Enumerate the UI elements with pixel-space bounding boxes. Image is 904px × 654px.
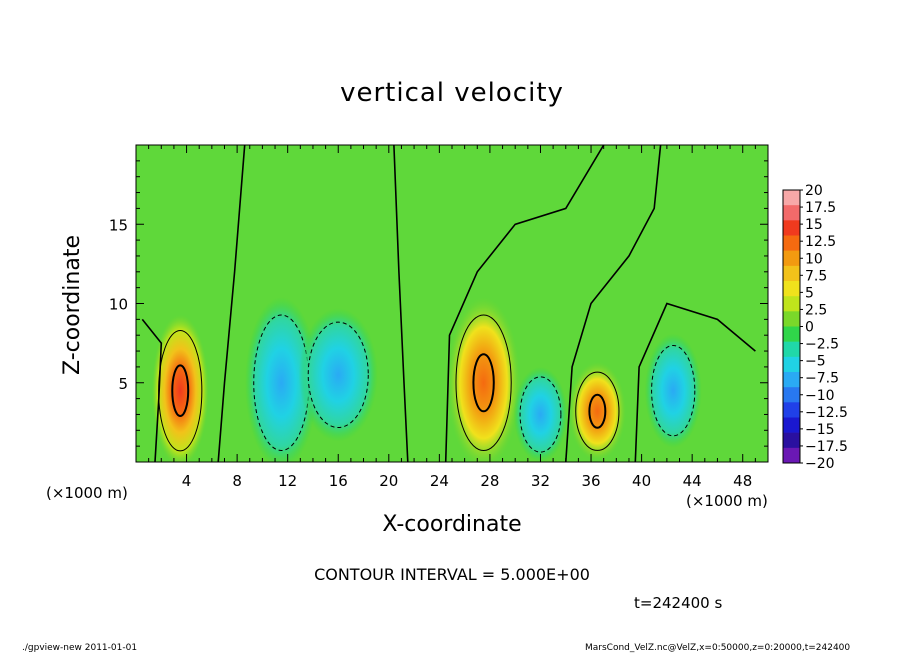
colorbar-swatch xyxy=(783,341,800,358)
colorbar-swatch xyxy=(783,447,800,464)
colorbar-label: 7.5 xyxy=(805,268,827,284)
field-layer xyxy=(136,145,768,462)
zero-contour-line xyxy=(444,145,605,462)
colorbar-label: 2.5 xyxy=(805,302,827,318)
colorbar-label: 15 xyxy=(805,217,823,233)
colorbar-swatch xyxy=(783,372,800,388)
x-tick-label: 28 xyxy=(480,472,499,490)
colorbar-label: 0 xyxy=(805,320,814,336)
colorbar-label: −5 xyxy=(805,354,826,370)
zero-contour-line xyxy=(141,318,163,462)
colorbar-swatch xyxy=(783,311,800,327)
x-tick-label: 12 xyxy=(278,472,297,490)
x-tick-label: 40 xyxy=(632,472,651,490)
colorbar-label: −20 xyxy=(805,456,835,472)
contour-interval-text: CONTOUR INTERVAL = 5.000E+00 xyxy=(314,565,590,584)
updraft-cell-3 xyxy=(447,297,520,462)
colorbar-swatch xyxy=(783,235,800,251)
x-tick-label: 20 xyxy=(379,472,398,490)
x-tick-label: 4 xyxy=(182,472,192,490)
footer-left: ./gpview-new 2011-01-01 xyxy=(22,643,138,653)
x-axis-label-text: X-coordinate xyxy=(382,512,522,537)
colorbar-swatch xyxy=(783,281,800,297)
colorbar-label: −2.5 xyxy=(805,337,839,353)
x-tick-label: 8 xyxy=(232,472,242,490)
zero-contour-line xyxy=(217,145,246,462)
colorbar-label: −12.5 xyxy=(805,405,848,421)
colorbar-label: 5 xyxy=(805,285,814,301)
downdraft-cell-1 xyxy=(245,297,318,462)
time-stamp: t=242400 s xyxy=(634,594,723,612)
downdraft-cell-2 xyxy=(298,308,378,442)
y-tick-label: 5 xyxy=(118,375,128,393)
colorbar-swatch xyxy=(783,190,800,206)
colorbar-swatch xyxy=(783,326,800,342)
y-tick-label: 10 xyxy=(109,296,128,314)
x-tick-label: 32 xyxy=(531,472,550,490)
colorbar-label: 20 xyxy=(805,183,823,199)
colorbar-swatch xyxy=(783,387,800,403)
zero-contour-line xyxy=(565,145,662,462)
colorbar-label: 10 xyxy=(805,251,823,267)
x-tick-label: 44 xyxy=(683,472,702,490)
contour-line xyxy=(575,371,620,451)
x-axis: 4 8 12 16 20 24 28 32 36 40 44 48 xyxy=(148,145,769,490)
x-axis-label: X-coordinate xyxy=(0,512,904,537)
x-tick-label: 48 xyxy=(733,472,752,490)
colorbar-swatch xyxy=(783,432,800,449)
colorbar-label: −17.5 xyxy=(805,439,848,455)
downdraft-cell-6 xyxy=(644,333,702,448)
colorbar-swatch xyxy=(783,205,800,221)
updraft-cell-5 xyxy=(568,361,626,461)
colorbar-swatch xyxy=(783,417,800,433)
plot-area xyxy=(135,144,769,463)
contour-line xyxy=(455,314,512,452)
colorbar-label: −10 xyxy=(805,388,835,404)
contour-line xyxy=(651,345,696,437)
colorbar-label: 17.5 xyxy=(805,200,836,216)
contour-line xyxy=(307,321,369,429)
zero-contour-line xyxy=(393,145,409,462)
colorbar-swatch xyxy=(783,220,800,236)
x-axis-unit-right: (×1000 m) xyxy=(686,492,768,510)
y-tick-label: 15 xyxy=(109,216,128,234)
contour-line xyxy=(588,393,607,429)
colorbar-label: −7.5 xyxy=(805,371,839,387)
colorbar-swatch xyxy=(783,296,800,312)
colorbar-swatch xyxy=(783,250,800,267)
x-tick-label: 36 xyxy=(581,472,600,490)
contour-line xyxy=(171,364,190,418)
colorbar-swatch xyxy=(783,265,800,282)
zero-contour-line xyxy=(634,302,756,462)
x-tick-label: 24 xyxy=(430,472,449,490)
colorbar-swatch xyxy=(783,402,800,418)
x-tick-label: 16 xyxy=(329,472,348,490)
colorbar-label: −15 xyxy=(805,422,835,438)
downdraft-cell-4 xyxy=(513,366,568,462)
contour-line xyxy=(519,376,562,453)
updraft-cell-0 xyxy=(151,314,209,462)
footer-right: MarsCond_VelZ.nc@VelZ,x=0:50000,z=0:2000… xyxy=(585,643,851,653)
colorbar-swatch xyxy=(783,356,800,373)
chart-title: vertical velocity xyxy=(340,78,564,108)
colorbar-label: 12.5 xyxy=(805,234,836,250)
y-axis: 5 10 15 xyxy=(109,160,768,447)
contour-line xyxy=(472,353,495,413)
x-axis-unit-left: (×1000 m) xyxy=(46,484,128,502)
y-axis-label: Z-coordinate xyxy=(60,235,85,375)
